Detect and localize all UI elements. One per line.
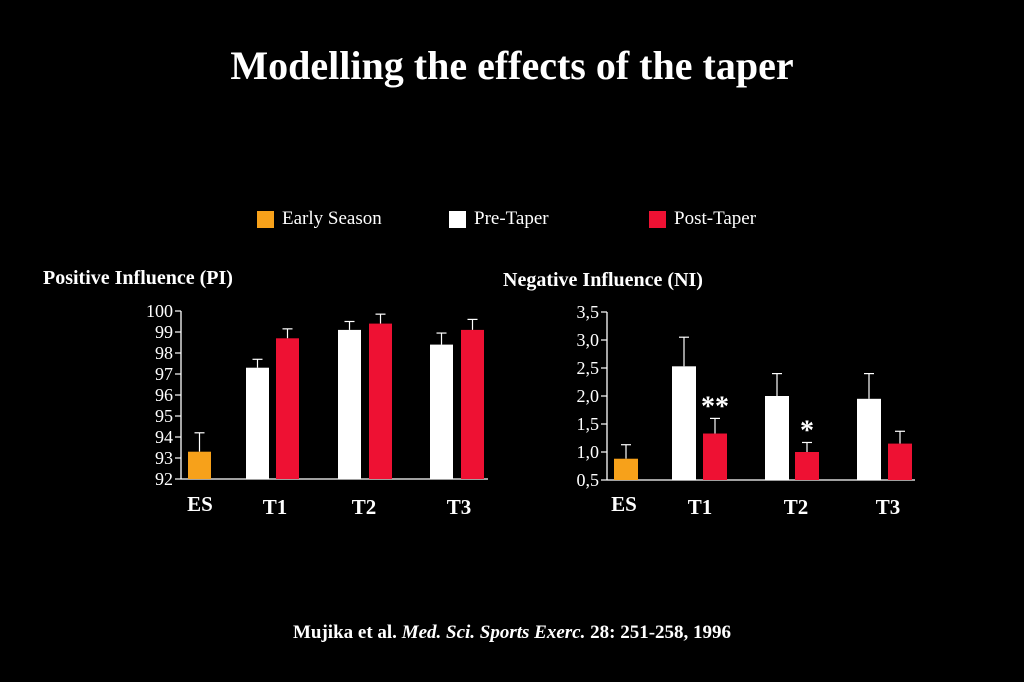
pi-category-label: T3 xyxy=(447,495,472,519)
citation-authors: Mujika et al. xyxy=(292,622,402,643)
pi-y-tick-label: 99 xyxy=(155,322,173,342)
citation-details: 28: 251-258, 1996 xyxy=(585,622,732,643)
pi-bar-t1-pre-taper xyxy=(246,367,269,479)
pi-y-tick-label: 92 xyxy=(155,469,173,489)
pi-chart-title: Positive Influence (PI) xyxy=(43,267,233,289)
ni-bar-t1-post-taper xyxy=(703,433,727,480)
legend-label-pre-taper: Pre-Taper xyxy=(474,208,549,229)
pi-bar-t1-post-taper xyxy=(276,338,299,479)
ni-significance-marker: ** xyxy=(701,391,729,422)
citation-journal: Med. Sci. Sports Exerc. xyxy=(401,622,586,643)
pi-category-label: T1 xyxy=(263,495,288,519)
ni-category-label: T2 xyxy=(784,495,809,519)
ni-y-tick-label: 0,5 xyxy=(577,470,600,490)
ni-bar-es-early-season xyxy=(614,458,638,480)
pi-category-label: T2 xyxy=(352,495,377,519)
ni-significance-marker: * xyxy=(800,415,814,446)
pi-y-tick-label: 95 xyxy=(155,406,173,426)
ni-y-tick-label: 2,0 xyxy=(577,386,600,406)
legend-swatch-early-season xyxy=(257,210,274,228)
ni-y-tick-label: 1,5 xyxy=(577,414,600,434)
ni-bar-t1-pre-taper xyxy=(672,366,696,480)
ni-bar-t2-pre-taper xyxy=(765,396,789,480)
ni-bar-t3-post-taper xyxy=(888,443,912,480)
legend-item-pre-taper: Pre-Taper xyxy=(449,207,549,231)
pi-bar-es-early-season xyxy=(188,451,211,479)
pi-category-label: ES xyxy=(187,492,213,516)
pi-bar-t3-pre-taper xyxy=(430,344,453,479)
pi-y-tick-label: 97 xyxy=(155,364,173,384)
ni-y-tick-label: 3,5 xyxy=(577,302,600,322)
ni-chart-title: Negative Influence (NI) xyxy=(503,269,703,291)
citation: Mujika et al. Med. Sci. Sports Exerc. 28… xyxy=(0,622,1024,644)
pi-bar-t2-pre-taper xyxy=(338,329,361,479)
legend-label-early-season: Early Season xyxy=(282,208,382,229)
pi-bar-t3-post-taper xyxy=(461,329,484,479)
slide-title: Modelling the effects of the taper xyxy=(230,43,794,88)
legend-swatch-post-taper xyxy=(649,210,666,228)
legend-item-early-season: Early Season xyxy=(257,207,382,231)
pi-y-tick-label: 98 xyxy=(155,343,173,363)
pi-y-tick-label: 96 xyxy=(155,385,173,405)
ni-category-label: ES xyxy=(611,492,637,516)
ni-bar-t3-pre-taper xyxy=(857,398,881,480)
pi-y-tick-label: 94 xyxy=(155,427,173,447)
ni-y-tick-label: 1,0 xyxy=(577,442,600,462)
legend-item-post-taper: Post-Taper xyxy=(649,207,756,231)
pi-y-tick-label: 100 xyxy=(146,301,173,321)
pi-bar-t2-post-taper xyxy=(369,323,392,479)
ni-bar-t2-post-taper xyxy=(795,452,819,480)
pi-y-tick-label: 93 xyxy=(155,448,173,468)
ni-category-label: T1 xyxy=(688,495,713,519)
legend-label-post-taper: Post-Taper xyxy=(674,208,757,229)
ni-category-label: T3 xyxy=(876,495,901,519)
ni-y-tick-label: 3,0 xyxy=(577,330,600,350)
legend-swatch-pre-taper xyxy=(449,210,466,228)
ni-y-tick-label: 2,5 xyxy=(577,358,600,378)
